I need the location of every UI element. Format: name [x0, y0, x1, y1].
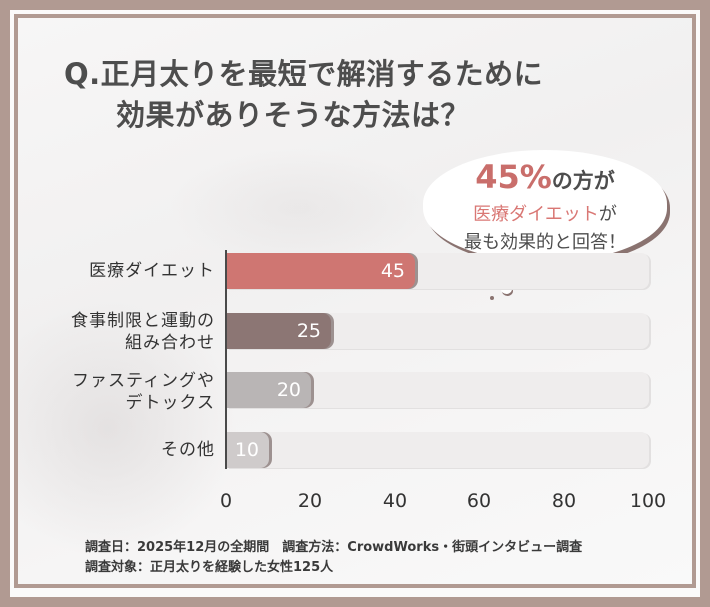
callout-line-2: 医療ダイエットが [423, 200, 667, 226]
bar-fasting-detox: 20 [227, 372, 311, 408]
speech-bubble: 45%の方が 医療ダイエットが 最も効果的と回答！ [423, 150, 667, 262]
thought-dot [490, 296, 494, 300]
callout-text: の方が [551, 169, 615, 193]
category-label-line: その他 [161, 440, 215, 460]
category-label: 医療ダイエット [89, 260, 215, 282]
title-line-2: 効果がありそうな方法は？ [116, 98, 471, 132]
bar-value: 20 [276, 379, 301, 401]
title-line-1: Q.正月太りを最短で解消するために [64, 57, 544, 91]
callout-highlight: 医療ダイエット [473, 204, 599, 225]
bar-other: 10 [227, 432, 269, 468]
category-label: その他 [161, 439, 215, 461]
bar-diet-and-exercise: 25 [227, 313, 331, 349]
x-tick-label: 40 [382, 490, 408, 512]
x-tick-label: 0 [219, 490, 233, 512]
callout-text: が [598, 204, 617, 225]
survey-info-line-2: 調査対象：正月太りを経験した女性125人 [85, 560, 334, 575]
category-label: ファスティングや デトックス [72, 370, 215, 414]
x-tick-label: 60 [466, 490, 492, 512]
category-label-line: ファスティングや [72, 371, 215, 391]
callout-percent: 45% [475, 158, 552, 196]
chart-panel [14, 14, 696, 588]
category-label: 食事制限と運動の 組み合わせ [71, 310, 215, 354]
bar-track [227, 432, 649, 468]
survey-info-line-1: 調査日：2025年12月の全期間 調査方法：CrowdWorks・街頭インタビュ… [85, 540, 583, 555]
x-tick-label: 80 [551, 490, 577, 512]
category-label-line: 組み合わせ [125, 333, 215, 353]
background-decoration [168, 148, 428, 268]
x-tick-label: 20 [297, 490, 323, 512]
bar-value: 10 [234, 439, 259, 461]
callout-line-1: 45%の方が [423, 158, 667, 196]
thought-dot [501, 284, 512, 294]
bar-value: 45 [380, 260, 405, 282]
page-title: Q.正月太りを最短で解消するために 効果がありそうな方法は？ [64, 54, 543, 136]
category-label-line: 食事制限と運動の [71, 311, 215, 331]
bar-value: 25 [296, 320, 321, 342]
background-decoration [18, 298, 238, 558]
category-label-line: 医療ダイエット [89, 261, 215, 281]
category-label-line: デトックス [125, 393, 215, 413]
bar-medical-diet: 45 [227, 253, 415, 289]
callout-line-3: 最も効果的と回答！ [464, 232, 626, 253]
x-tick-label: 100 [629, 490, 667, 512]
y-axis-line [225, 250, 227, 469]
